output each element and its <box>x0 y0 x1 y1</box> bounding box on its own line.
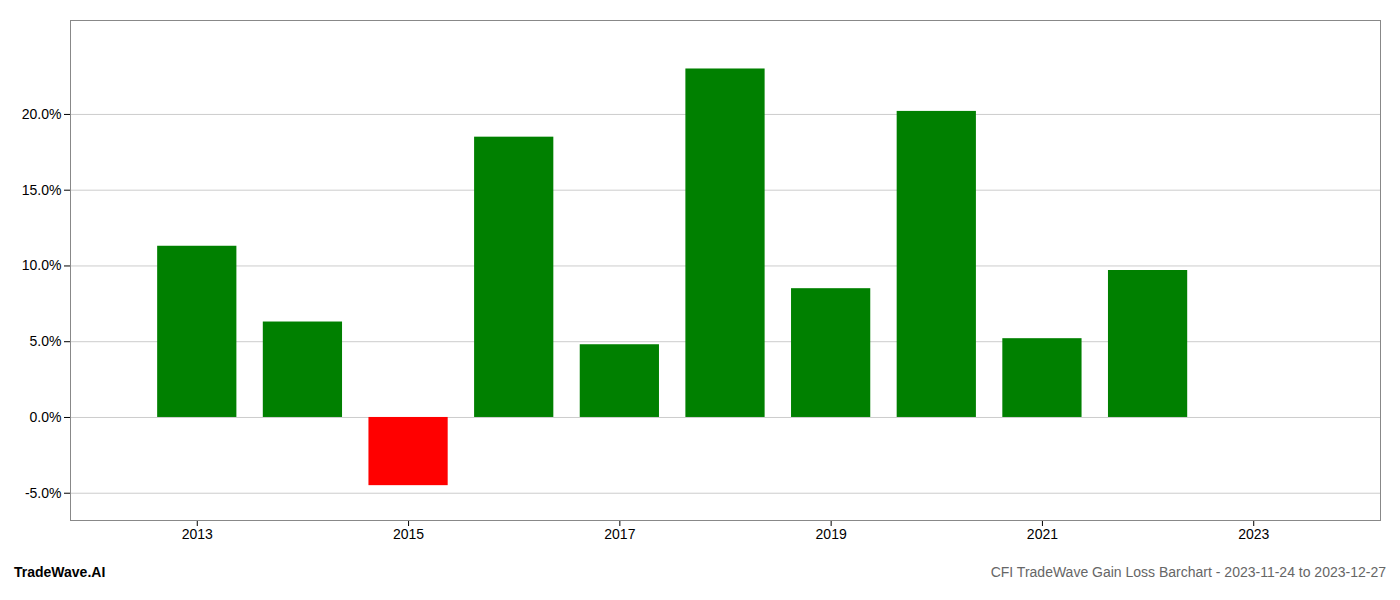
svg-text:10.0%: 10.0% <box>22 257 62 273</box>
svg-text:20.0%: 20.0% <box>22 106 62 122</box>
svg-text:-5.0%: -5.0% <box>25 485 62 501</box>
svg-text:5.0%: 5.0% <box>30 333 62 349</box>
svg-text:2021: 2021 <box>1027 526 1058 542</box>
svg-text:0.0%: 0.0% <box>30 409 62 425</box>
svg-text:2019: 2019 <box>816 526 847 542</box>
html-text:TradeWave.AI: TradeWave.AI <box>14 564 106 580</box>
html-text:CFI TradeWave Gain Loss Barcha: CFI TradeWave Gain Loss Barchart - 2023-… <box>990 564 1386 580</box>
svg-text:2023: 2023 <box>1238 526 1269 542</box>
svg-text:2017: 2017 <box>604 526 635 542</box>
svg-text:2015: 2015 <box>393 526 424 542</box>
svg-text:15.0%: 15.0% <box>22 182 62 198</box>
svg-text:2013: 2013 <box>182 526 213 542</box>
